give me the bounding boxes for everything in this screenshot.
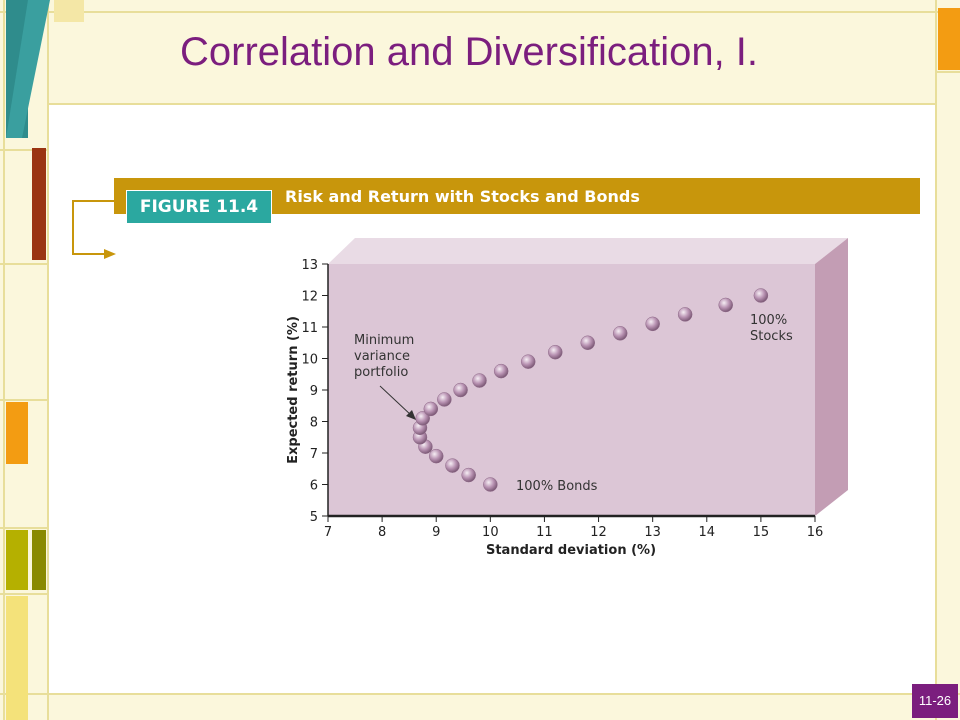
y-tick-label: 10	[301, 353, 318, 368]
data-point	[453, 382, 468, 398]
data-point	[483, 477, 498, 492]
figure-caption: Risk and Return with Stocks and Bonds	[285, 187, 640, 206]
x-tick-label: 7	[324, 525, 332, 540]
y-axis-label: Expected return (%)	[286, 316, 301, 464]
plot-top-face	[328, 238, 848, 264]
annotation-100-stocks: 100% Stocks	[750, 313, 793, 344]
x-tick-label: 12	[590, 525, 607, 540]
data-point	[415, 411, 430, 426]
x-tick-label: 10	[482, 525, 499, 540]
x-tick-label: 16	[807, 525, 824, 540]
data-point	[718, 297, 733, 313]
frame-bottom-band	[0, 694, 960, 720]
annotation-100-bonds: 100% Bonds	[516, 479, 598, 494]
y-tick-label: 13	[301, 258, 318, 273]
x-axis-label: Standard deviation (%)	[486, 543, 656, 558]
y-tick-label: 7	[310, 447, 318, 462]
frame-olive-block	[6, 530, 28, 590]
min-variance-pointer	[379, 385, 413, 417]
frame-brown-block	[32, 148, 46, 260]
y-tick-label: 6	[310, 479, 318, 494]
data-point	[580, 335, 595, 350]
frame-olive-dark	[32, 530, 46, 590]
data-point	[461, 467, 476, 483]
data-point	[677, 307, 693, 322]
data-point	[493, 363, 509, 379]
plot-front-face	[328, 264, 815, 516]
y-tick-label: 5	[310, 510, 318, 525]
frame-orange-left	[6, 402, 28, 464]
frame-right-column	[936, 0, 960, 720]
y-tick-label: 8	[310, 416, 318, 431]
x-tick-label: 9	[432, 525, 440, 540]
data-point	[445, 458, 460, 473]
y-tick-label: 12	[301, 290, 318, 305]
frame-teal-stripe	[6, 0, 50, 138]
frame-orange-right	[938, 8, 960, 70]
page-number: 11-26	[912, 684, 958, 718]
data-point	[520, 354, 536, 369]
data-point	[548, 344, 563, 360]
y-tick-label: 11	[301, 321, 318, 336]
min-variance-arrowhead	[406, 410, 416, 420]
frame-yellow-block	[6, 596, 28, 720]
data-point	[612, 326, 628, 341]
data-point	[437, 392, 452, 407]
data-point	[423, 401, 439, 417]
x-tick-label: 13	[644, 525, 661, 540]
plot-side-face	[815, 238, 848, 516]
y-tick-label: 9	[310, 384, 318, 399]
x-tick-label: 8	[378, 525, 386, 540]
data-point	[753, 288, 769, 303]
x-tick-label: 11	[536, 525, 553, 540]
annotation-minimum-variance: Minimum variance portfolio	[354, 333, 414, 380]
x-tick-label: 14	[699, 525, 716, 540]
frame-top-band	[48, 0, 960, 104]
figure-tag: FIGURE 11.4	[126, 190, 272, 224]
data-point	[428, 448, 444, 464]
data-point	[645, 316, 660, 332]
slide-title: Correlation and Diversification, I.	[180, 30, 759, 74]
frame-top-square	[54, 0, 84, 22]
x-tick-label: 15	[753, 525, 770, 540]
data-point	[472, 373, 487, 388]
